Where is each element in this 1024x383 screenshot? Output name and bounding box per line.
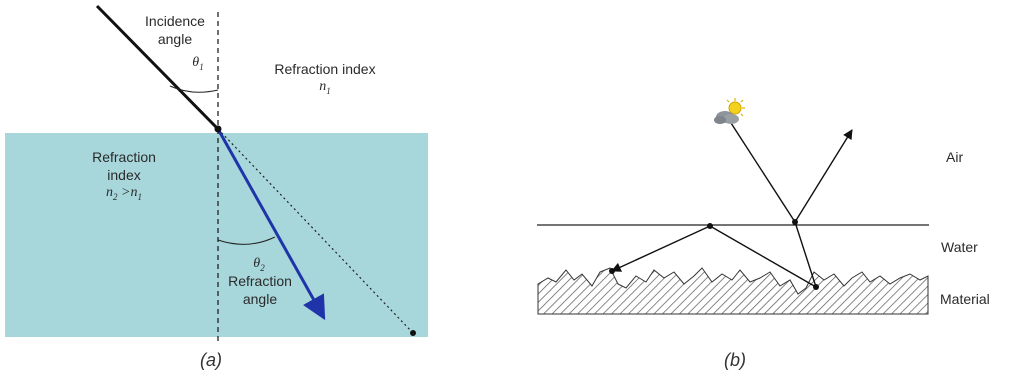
water-label: Water [941,239,978,255]
transmitted-ray [794,221,817,288]
scattered-ray [709,225,817,288]
caption-b: (b) [724,350,746,370]
refraction-angle-arc [217,236,276,245]
dense-medium [5,133,428,337]
unrefracted-path [217,128,414,334]
internal-reflection-ray [611,225,711,272]
material-surface [537,267,929,315]
incident-ray [95,4,220,131]
lower-medium-label: Refraction index n2 >n1 [92,149,156,202]
incidence-angle-arc [169,85,219,93]
material-hit-point [609,268,615,274]
theta1-symbol: θ1 [192,55,204,72]
reflected-ray [794,129,853,223]
upper-medium-label: Refraction index n1 [274,61,376,96]
caption-a: (a) [200,350,222,370]
refracted-ray [216,128,326,321]
air-water-interface-point [792,219,798,225]
refraction-angle-label: Refraction angle [228,273,292,307]
incidence-angle-label: Incidence angle [145,13,205,47]
water-internal-reflection-point [707,223,713,229]
incoming-ray [730,122,796,223]
material-contact-point [813,284,819,290]
incidence-point [214,125,222,133]
unrefracted-endpoint [410,330,416,336]
theta2-symbol: θ2 [253,256,265,273]
air-label: Air [946,149,964,165]
sun-cloud-icon [714,98,745,124]
material-label: Material [940,291,990,307]
